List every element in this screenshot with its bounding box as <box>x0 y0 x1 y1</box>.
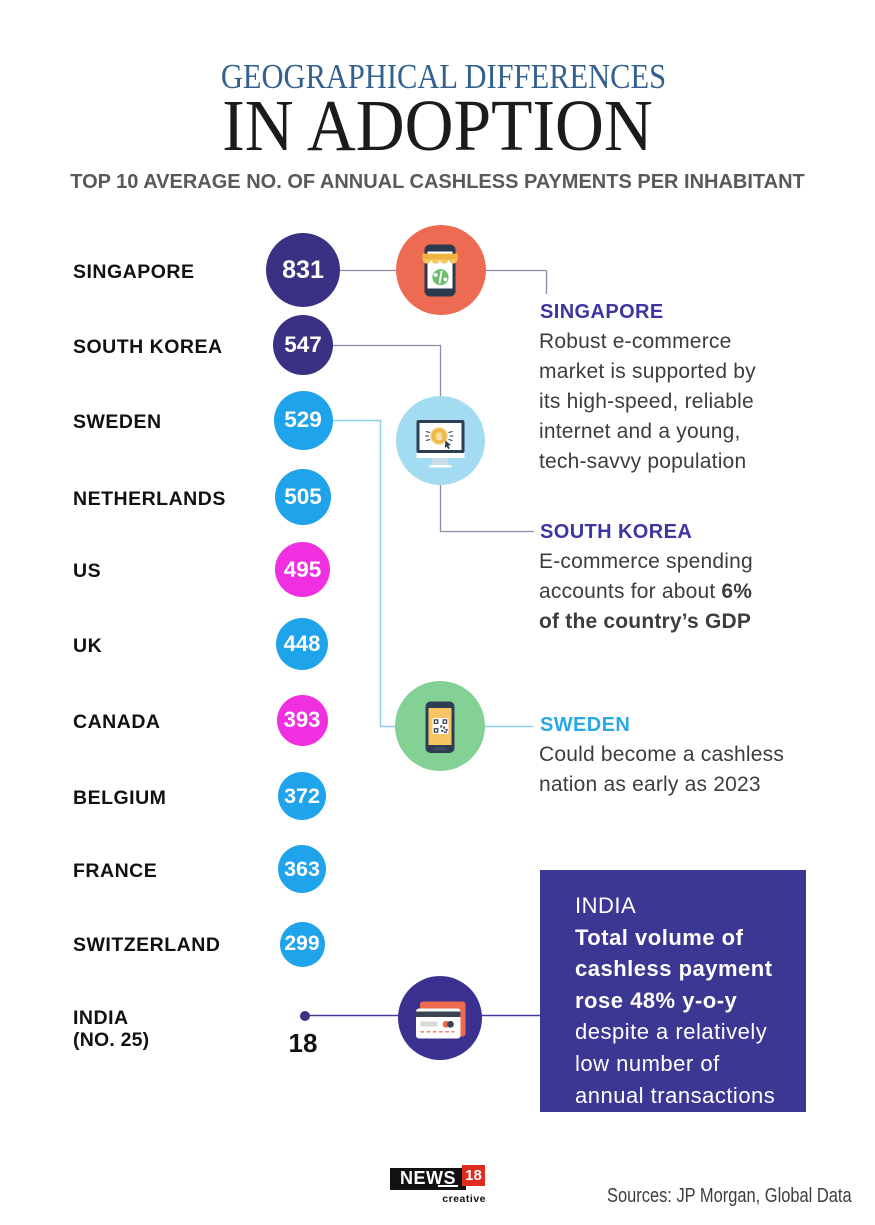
svg-text:$: $ <box>436 432 441 442</box>
